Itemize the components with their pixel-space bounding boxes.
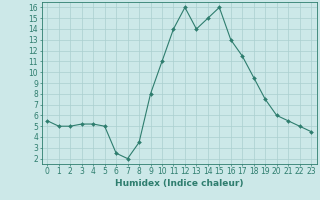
X-axis label: Humidex (Indice chaleur): Humidex (Indice chaleur) — [115, 179, 244, 188]
